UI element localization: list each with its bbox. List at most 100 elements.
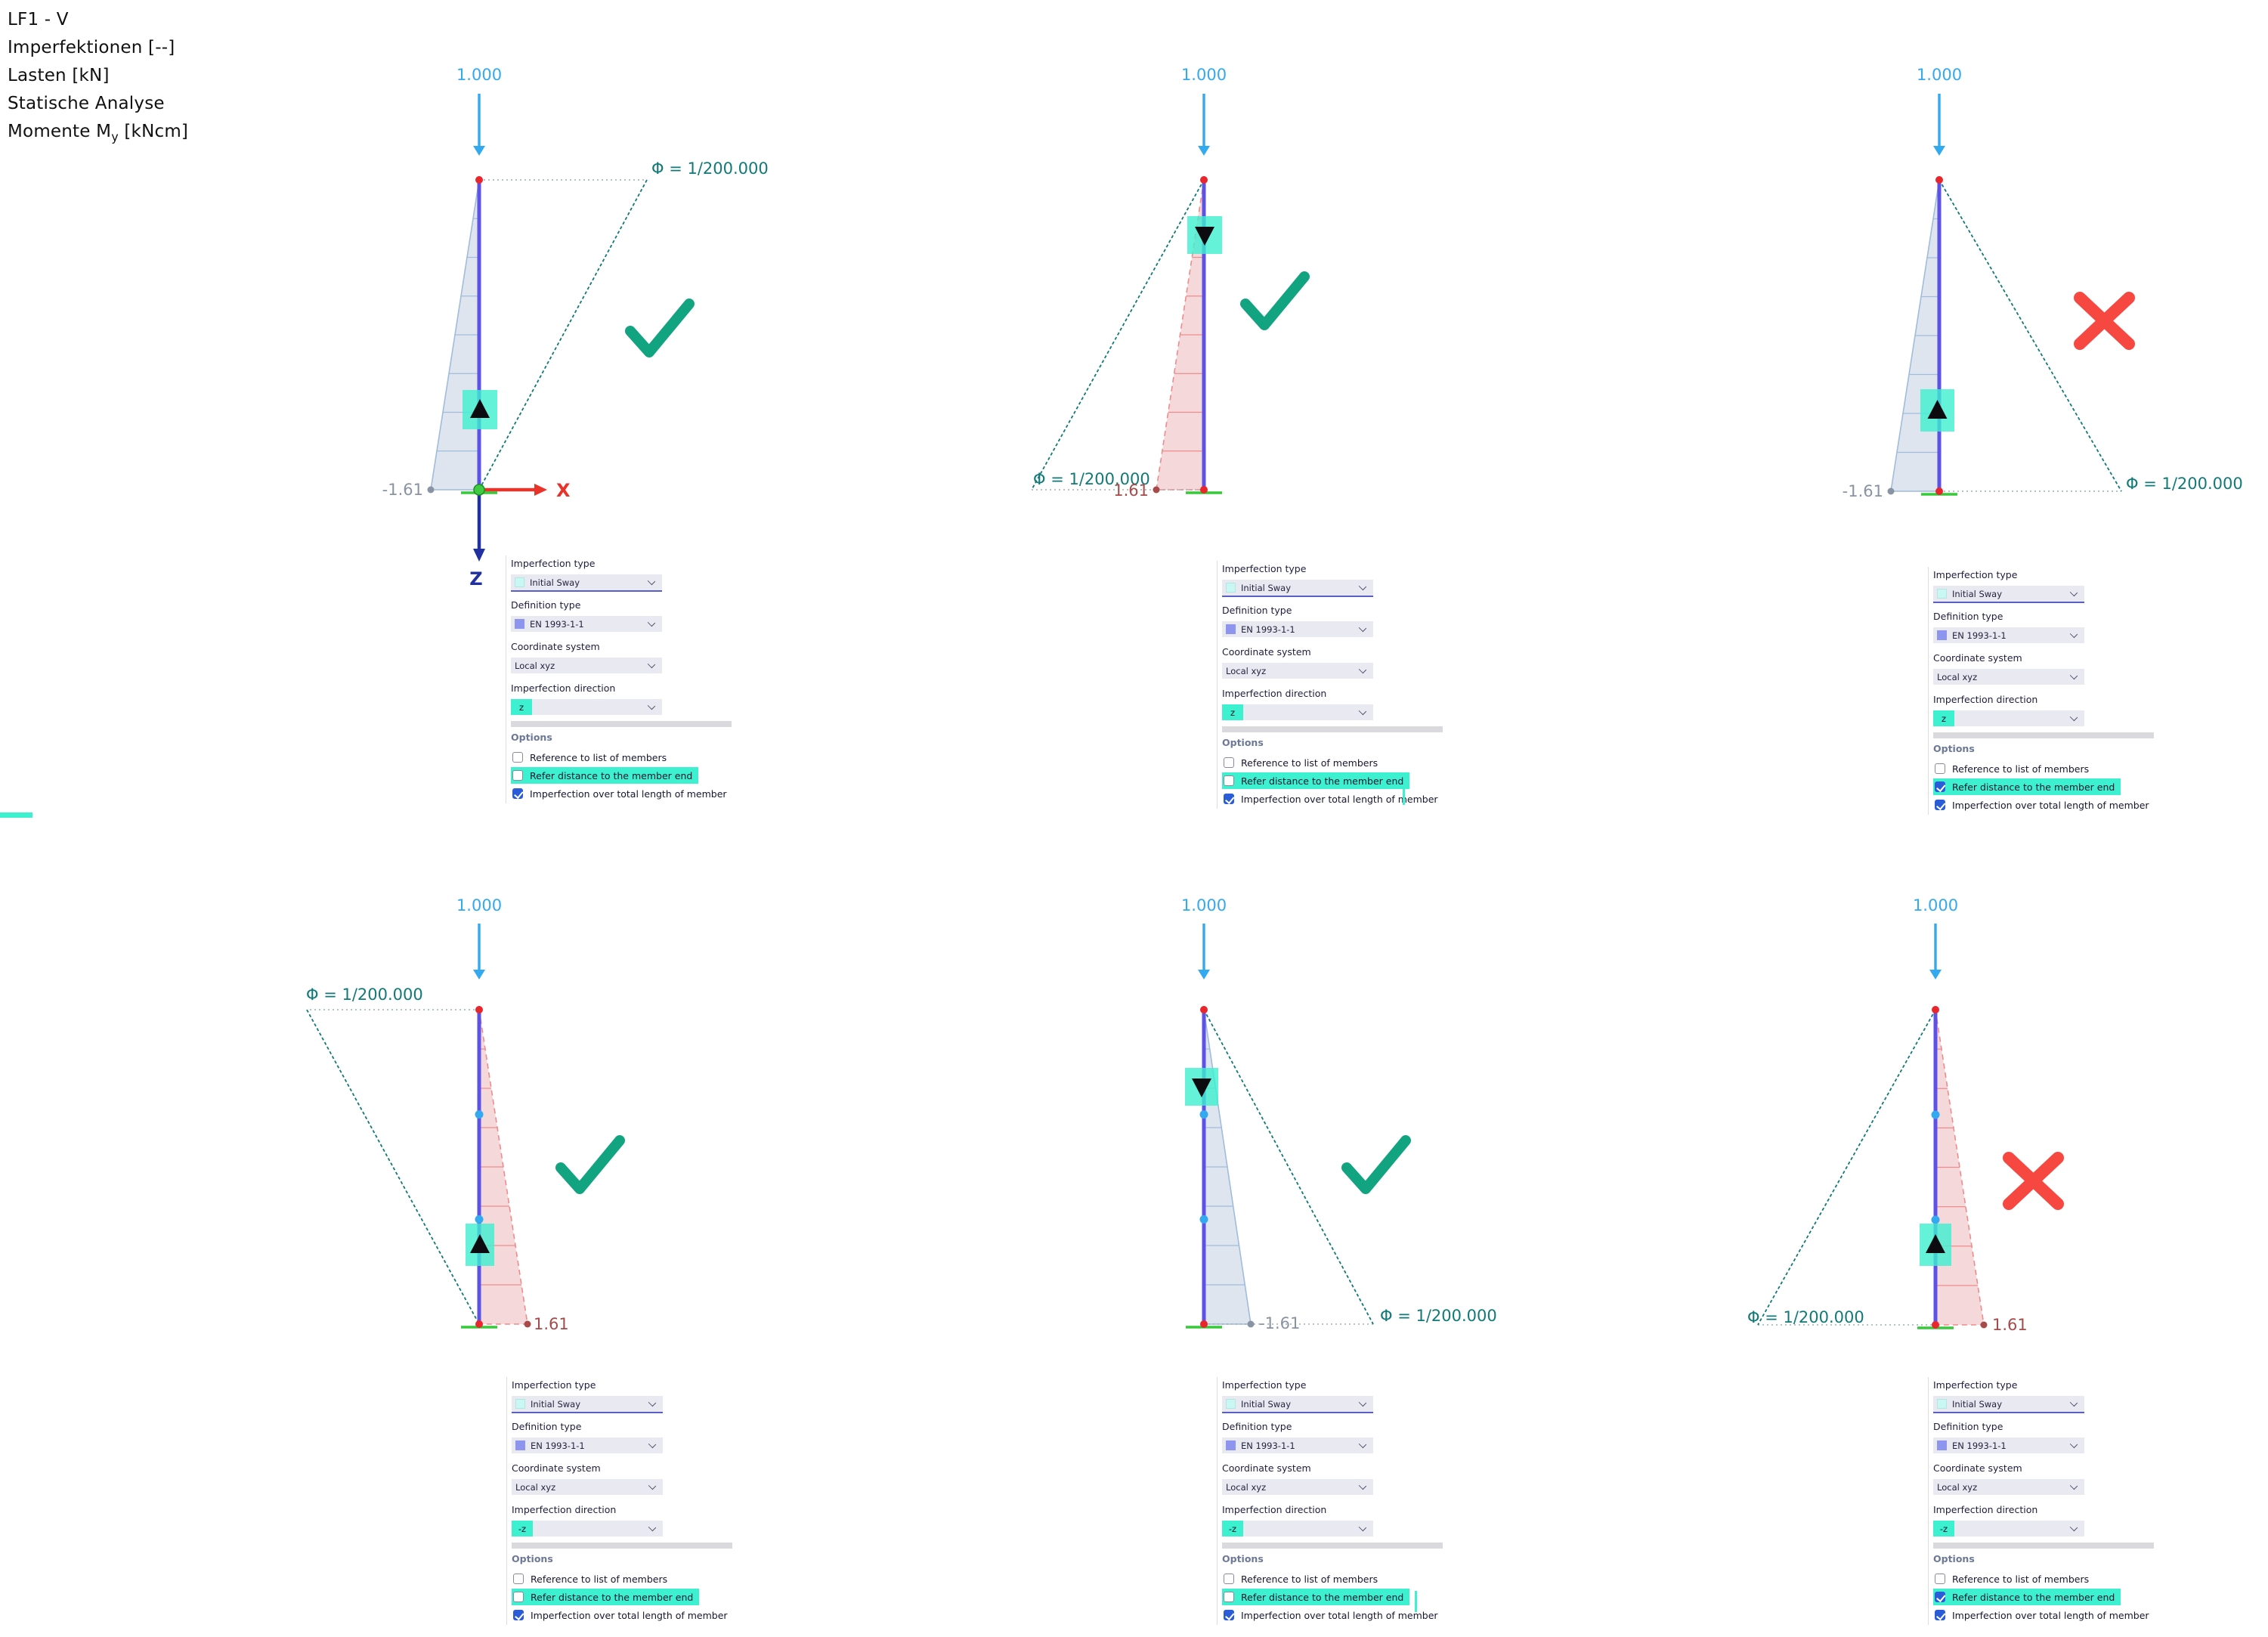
- option-row: Refer distance to the member end: [511, 767, 699, 784]
- definition-type-dropdown[interactable]: EN 1993-1-1: [512, 1437, 663, 1453]
- member-node-bottom: [1932, 1321, 1939, 1329]
- option-row: Imperfection over total length of member: [1933, 1607, 2155, 1623]
- options-list: Reference to list of members Refer distan…: [1933, 1570, 2159, 1623]
- coordinate-system-label: Coordinate system: [1222, 1462, 1311, 1474]
- imperfection-type-value: Initial Sway: [1952, 588, 2003, 599]
- section-separator: [511, 721, 732, 727]
- definition-type-dropdown[interactable]: EN 1993-1-1: [1933, 1437, 2084, 1453]
- load-value-label: 1.000: [1181, 896, 1227, 914]
- moment-corner-node: [1980, 1321, 1988, 1329]
- imperfection-type-dropdown[interactable]: Initial Sway: [1222, 580, 1373, 596]
- imperfection-direction-value: -z: [1222, 1521, 1243, 1536]
- imperfection-direction-value: z: [511, 699, 532, 715]
- coordinate-system-dropdown[interactable]: Local xyz: [1222, 663, 1373, 679]
- checkbox-unchecked-icon[interactable]: [1935, 1574, 1945, 1584]
- checkbox-checked-icon[interactable]: [1224, 794, 1234, 804]
- checkbox-checked-icon[interactable]: [1935, 1592, 1945, 1602]
- highlight-edge-mark: [1403, 785, 1405, 805]
- coordinate-system-dropdown[interactable]: Local xyz: [1933, 669, 2084, 685]
- definition-type-dropdown[interactable]: EN 1993-1-1: [1222, 1437, 1373, 1453]
- member-node-top: [1200, 1006, 1208, 1013]
- chevron-down-icon: [2069, 713, 2078, 722]
- imperfection-type-dropdown[interactable]: Initial Sway: [1222, 1396, 1373, 1412]
- imperfection-type-dropdown[interactable]: Initial Sway: [1933, 1396, 2084, 1412]
- checkbox-unchecked-icon[interactable]: [1224, 757, 1234, 768]
- imperfection-direction-label: Imperfection direction: [511, 682, 616, 694]
- option-row: Reference to list of members: [512, 1570, 673, 1587]
- phi-value-label: Φ = 1/200.000: [1033, 470, 1150, 488]
- member-node-top: [1932, 1006, 1939, 1013]
- load-value-label: 1.000: [456, 896, 502, 914]
- chevron-down-icon: [1358, 1481, 1367, 1490]
- checkbox-unchecked-icon[interactable]: [1935, 763, 1945, 774]
- coordinate-system-label: Coordinate system: [1933, 652, 2022, 664]
- moment-value-label: -1.61: [1843, 482, 1883, 500]
- initial-sway-swatch: [515, 577, 524, 587]
- moment-value-label: -1.61: [382, 481, 423, 499]
- definition-type-value: EN 1993-1-1: [531, 1440, 585, 1451]
- options-section-label: Options: [512, 1553, 553, 1564]
- highlight-edge-mark: [1415, 1591, 1417, 1612]
- imperfection-direction-dropdown[interactable]: -z: [512, 1521, 663, 1536]
- load-arrow: [1198, 146, 1210, 156]
- coordinate-system-dropdown[interactable]: Local xyz: [1222, 1479, 1373, 1495]
- definition-type-dropdown[interactable]: EN 1993-1-1: [511, 616, 662, 632]
- load-case-line: LF1 - V: [8, 10, 69, 29]
- imperfection-type-dropdown[interactable]: Initial Sway: [1933, 586, 2084, 602]
- member-node-bottom: [1200, 1320, 1208, 1328]
- checkbox-checked-icon[interactable]: [513, 1610, 524, 1620]
- member-mid-node: [1199, 1215, 1208, 1224]
- options-section-label: Options: [1222, 737, 1264, 748]
- imperfection-direction-dropdown[interactable]: z: [511, 699, 662, 715]
- option-label: Refer distance to the member end: [1241, 775, 1404, 787]
- checkbox-checked-icon[interactable]: [1935, 781, 1945, 792]
- definition-type-label: Definition type: [1933, 1421, 2003, 1432]
- option-label: Reference to list of members: [1952, 763, 2090, 775]
- sway-line: [1757, 1009, 1936, 1326]
- member-mid-node: [475, 1215, 484, 1224]
- coordinate-system-dropdown[interactable]: Local xyz: [512, 1479, 663, 1495]
- definition-type-dropdown[interactable]: EN 1993-1-1: [1222, 621, 1373, 637]
- checkbox-unchecked-icon[interactable]: [513, 1592, 524, 1602]
- checkbox-checked-icon[interactable]: [1935, 1610, 1945, 1620]
- axis-x-label: X: [556, 480, 571, 501]
- checkbox-checked-icon[interactable]: [1224, 1610, 1234, 1620]
- coordinate-system-dropdown[interactable]: Local xyz: [1933, 1479, 2084, 1495]
- imperfection-direction-dropdown[interactable]: z: [1933, 710, 2084, 726]
- load-value-label: 1.000: [1913, 896, 1958, 914]
- option-row: Imperfection over total length of member: [511, 785, 733, 802]
- imperfection-direction-dropdown[interactable]: z: [1222, 704, 1373, 720]
- checkbox-checked-icon[interactable]: [512, 788, 523, 799]
- coordinate-system-dropdown[interactable]: Local xyz: [511, 658, 662, 673]
- definition-type-value: EN 1993-1-1: [1952, 1440, 2007, 1451]
- checkbox-unchecked-icon[interactable]: [512, 752, 523, 763]
- sway-line: [1938, 179, 2122, 492]
- checkbox-checked-icon[interactable]: [1935, 800, 1945, 810]
- option-label: Refer distance to the member end: [530, 769, 693, 781]
- definition-type-dropdown[interactable]: EN 1993-1-1: [1933, 627, 2084, 643]
- sway-line: [306, 1009, 480, 1325]
- chevron-down-icon: [647, 618, 656, 627]
- coordinate-system-label: Coordinate system: [1222, 646, 1311, 658]
- load-arrow: [1933, 146, 1945, 156]
- definition-type-label: Definition type: [1222, 1421, 1292, 1432]
- coordinate-system-value: Local xyz: [515, 660, 555, 671]
- chevron-down-icon: [2069, 671, 2078, 680]
- checkbox-unchecked-icon[interactable]: [513, 1574, 524, 1584]
- options-list: Reference to list of members Refer distan…: [512, 1570, 738, 1623]
- imperfection-type-dropdown[interactable]: Initial Sway: [512, 1396, 663, 1412]
- member-node-top: [475, 176, 483, 184]
- imperfection-type-dropdown[interactable]: Initial Sway: [511, 574, 662, 590]
- checkbox-unchecked-icon[interactable]: [1224, 1592, 1234, 1602]
- option-row: Imperfection over total length of member: [1222, 1607, 1444, 1623]
- option-row: Reference to list of members: [1933, 1570, 2095, 1587]
- member-orientation-arrow-up-icon: [470, 399, 490, 418]
- checkbox-unchecked-icon[interactable]: [1224, 1574, 1234, 1584]
- imperfection-direction-dropdown[interactable]: -z: [1222, 1521, 1373, 1536]
- imperfection-direction-label: Imperfection direction: [1933, 1504, 2038, 1515]
- checkbox-unchecked-icon[interactable]: [1224, 775, 1234, 786]
- imperfection-direction-dropdown[interactable]: -z: [1933, 1521, 2084, 1536]
- checkbox-unchecked-icon[interactable]: [512, 770, 523, 781]
- moment-corner-node: [1887, 487, 1895, 495]
- options-section-label: Options: [1933, 743, 1975, 754]
